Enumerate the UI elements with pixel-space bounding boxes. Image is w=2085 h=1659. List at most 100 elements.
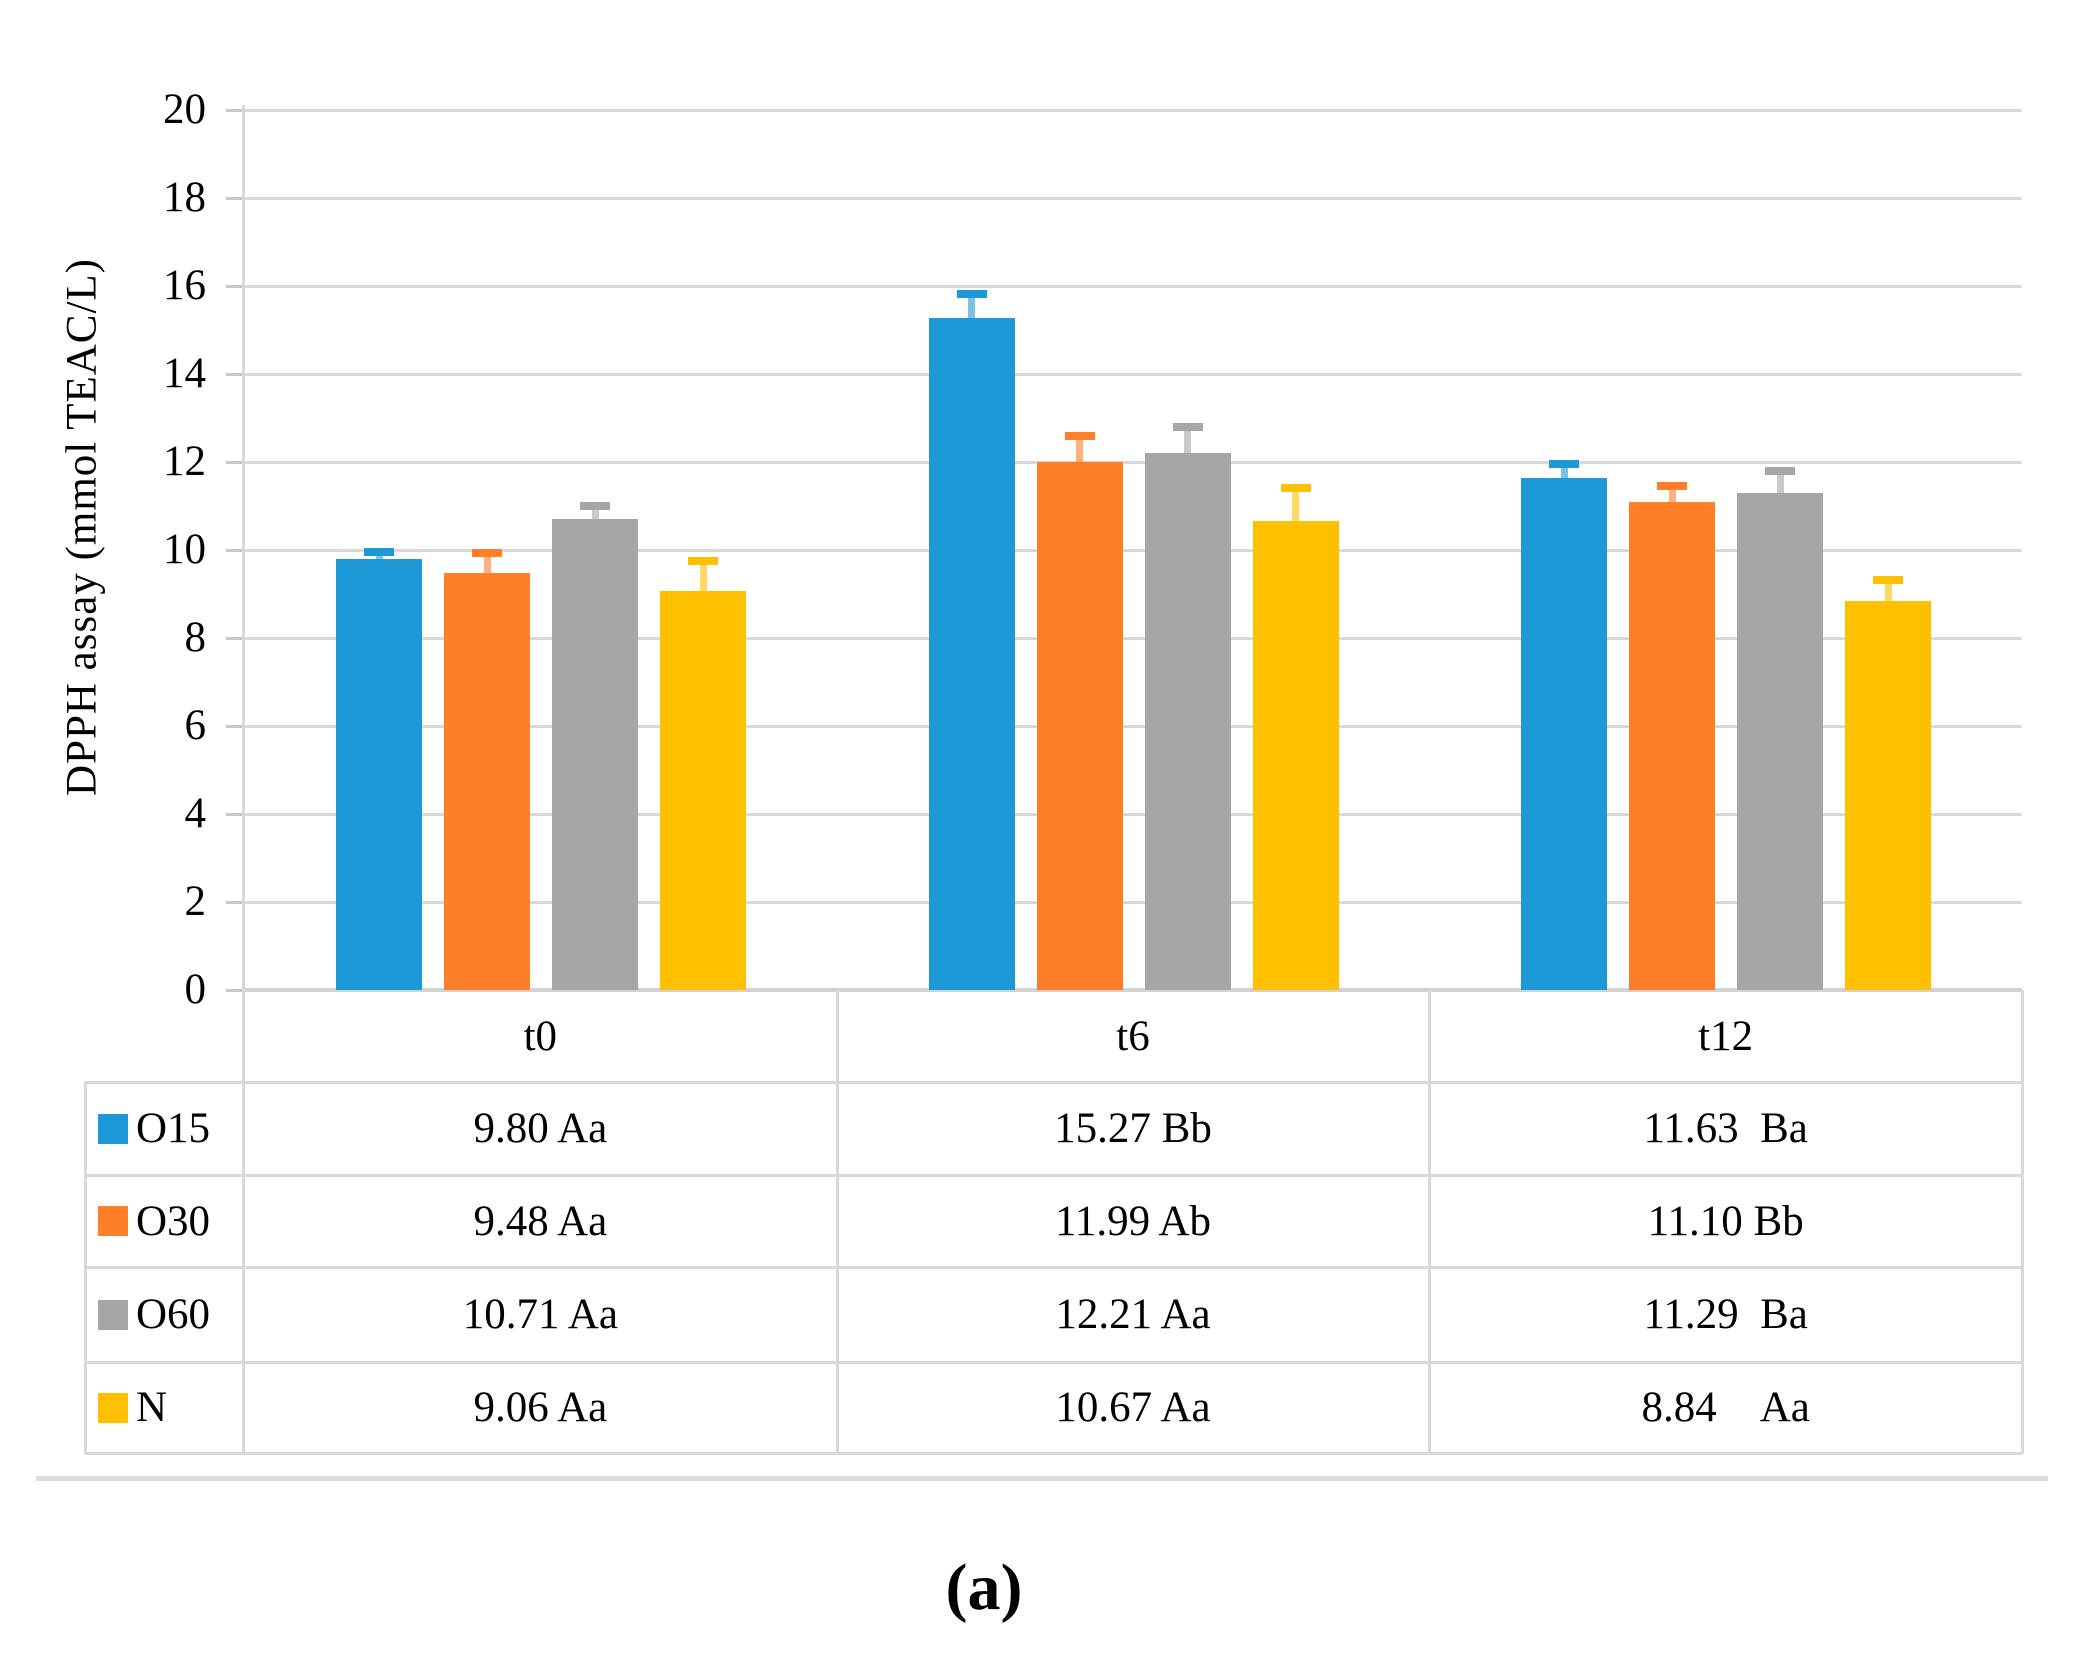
y-axis-tick: [226, 637, 244, 640]
bar-O15-t0: [336, 558, 422, 990]
bar-O15-t12: [1521, 478, 1608, 990]
table-cell-O15-t0: 9.80 Aa: [473, 1105, 608, 1152]
series-label-O60: O60: [136, 1291, 211, 1338]
y-tick-label: 8: [184, 614, 207, 661]
error-bar-cap-O60-t0: [580, 501, 610, 510]
bar-O30-t0: [444, 572, 530, 990]
y-axis-tick: [226, 813, 244, 816]
table-col-border: [1428, 990, 1432, 1454]
error-bar-cap-O15-t0: [364, 548, 394, 557]
gridline: [244, 285, 2022, 288]
series-label-O30: O30: [136, 1197, 211, 1245]
gridline: [244, 197, 2022, 200]
error-bar-cap-O30-t0: [472, 549, 502, 558]
error-bar-cap-O30-t12: [1657, 482, 1688, 491]
table-cell-O60-t0: 10.71 Aa: [462, 1291, 618, 1338]
y-tick-label: 6: [184, 702, 207, 749]
bar-O60-t12: [1737, 493, 1824, 990]
table-cell-O30-t12: 11.10 Bb: [1647, 1197, 1804, 1245]
table-right-border: [2021, 990, 2024, 1454]
gridline: [244, 373, 2022, 376]
error-bar-stem-N-t12: [1884, 579, 1892, 602]
error-bar-stem-O15-t6: [968, 293, 976, 319]
y-axis-tick: [226, 725, 244, 728]
table-cell-O60-t6: 12.21 Aa: [1055, 1291, 1211, 1338]
error-bar-cap-O15-t12: [1549, 459, 1580, 468]
gridline: [244, 549, 2022, 552]
gridline: [244, 901, 2022, 904]
y-tick-label: 18: [163, 174, 206, 221]
y-axis-tick: [226, 373, 244, 376]
error-bar-stem-O30-t12: [1668, 486, 1676, 502]
error-bar-cap-N-t0: [688, 557, 718, 566]
error-bar-stem-N-t0: [699, 561, 707, 592]
y-axis-tick: [226, 901, 244, 904]
error-bar-cap-O60-t12: [1765, 467, 1796, 476]
table-cell-N-t0: 9.06 Aa: [473, 1384, 608, 1431]
bar-O15-t6: [928, 318, 1015, 990]
y-tick-label: 12: [163, 438, 206, 485]
error-bar-stem-O15-t12: [1560, 463, 1568, 479]
error-bar-cap-N-t12: [1873, 575, 1904, 584]
bar-N-t6: [1252, 520, 1339, 990]
table-col-border: [835, 990, 839, 1454]
table-header-t0: t0: [523, 1012, 558, 1060]
bottom-divider-rule: [36, 1476, 2048, 1481]
table-row-border: [85, 1174, 2022, 1177]
error-bar-stem-O30-t6: [1076, 436, 1084, 463]
y-axis-tick: [226, 109, 244, 112]
table-cell-N-t6: 10.67 Aa: [1055, 1384, 1211, 1431]
bar-O30-t12: [1629, 501, 1716, 990]
gridline: [244, 813, 2022, 816]
table-row-border: [85, 1361, 2022, 1364]
error-bar-cap-O15-t6: [956, 289, 987, 298]
bar-O30-t6: [1036, 462, 1123, 990]
legend-key-O15: [98, 1113, 128, 1144]
table-col-border: [242, 990, 245, 1454]
bar-N-t12: [1845, 601, 1932, 990]
error-bar-stem-O60-t0: [591, 505, 599, 519]
table-left-border: [84, 1081, 87, 1454]
figure-caption: (a): [945, 1551, 1023, 1624]
error-bar-stem-O60-t12: [1776, 471, 1784, 494]
y-axis-tick: [226, 197, 244, 200]
series-label-N: N: [136, 1384, 168, 1431]
table-cell-N-t12: 8.84 Aa: [1641, 1384, 1810, 1431]
y-axis-tick: [226, 285, 244, 288]
gridline: [244, 725, 2022, 728]
table-cell-O15-t12: 11.63 Ba: [1643, 1105, 1808, 1152]
x-axis-line: [242, 988, 2022, 992]
gridline: [244, 637, 2022, 640]
gridline: [244, 461, 2022, 464]
y-tick-label: 4: [184, 790, 207, 837]
table-cell-O60-t12: 11.29 Ba: [1643, 1291, 1808, 1338]
bar-O60-t0: [552, 518, 638, 990]
table-cell-O30-t6: 11.99 Ab: [1054, 1197, 1212, 1245]
y-tick-label: 2: [184, 878, 207, 925]
y-tick-label: 0: [184, 966, 207, 1013]
y-axis-tick: [226, 549, 244, 552]
table-cell-O30-t0: 9.48 Aa: [473, 1197, 608, 1245]
table-row-border: [85, 1081, 2022, 1084]
legend-key-O60: [98, 1299, 128, 1330]
y-tick-label: 10: [163, 526, 206, 573]
y-axis-tick: [226, 461, 244, 464]
table-row-border: [85, 1266, 2022, 1269]
error-bar-stem-O60-t6: [1184, 427, 1192, 453]
error-bar-cap-N-t6: [1280, 483, 1311, 492]
gridline: [244, 109, 2022, 112]
bar-O60-t6: [1144, 452, 1231, 990]
y-tick-label: 16: [163, 262, 206, 309]
error-bar-cap-O30-t6: [1064, 432, 1095, 441]
y-tick-label: 20: [163, 86, 206, 133]
legend-key-N: [98, 1392, 128, 1423]
table-cell-O15-t6: 15.27 Bb: [1054, 1105, 1212, 1152]
error-bar-stem-N-t6: [1292, 487, 1300, 521]
table-header-t6: t6: [1116, 1012, 1150, 1060]
error-bar-cap-O60-t6: [1172, 423, 1203, 432]
y-axis-line: [242, 105, 245, 992]
table-header-t12: t12: [1698, 1012, 1754, 1060]
y-axis-tick: [226, 989, 244, 992]
